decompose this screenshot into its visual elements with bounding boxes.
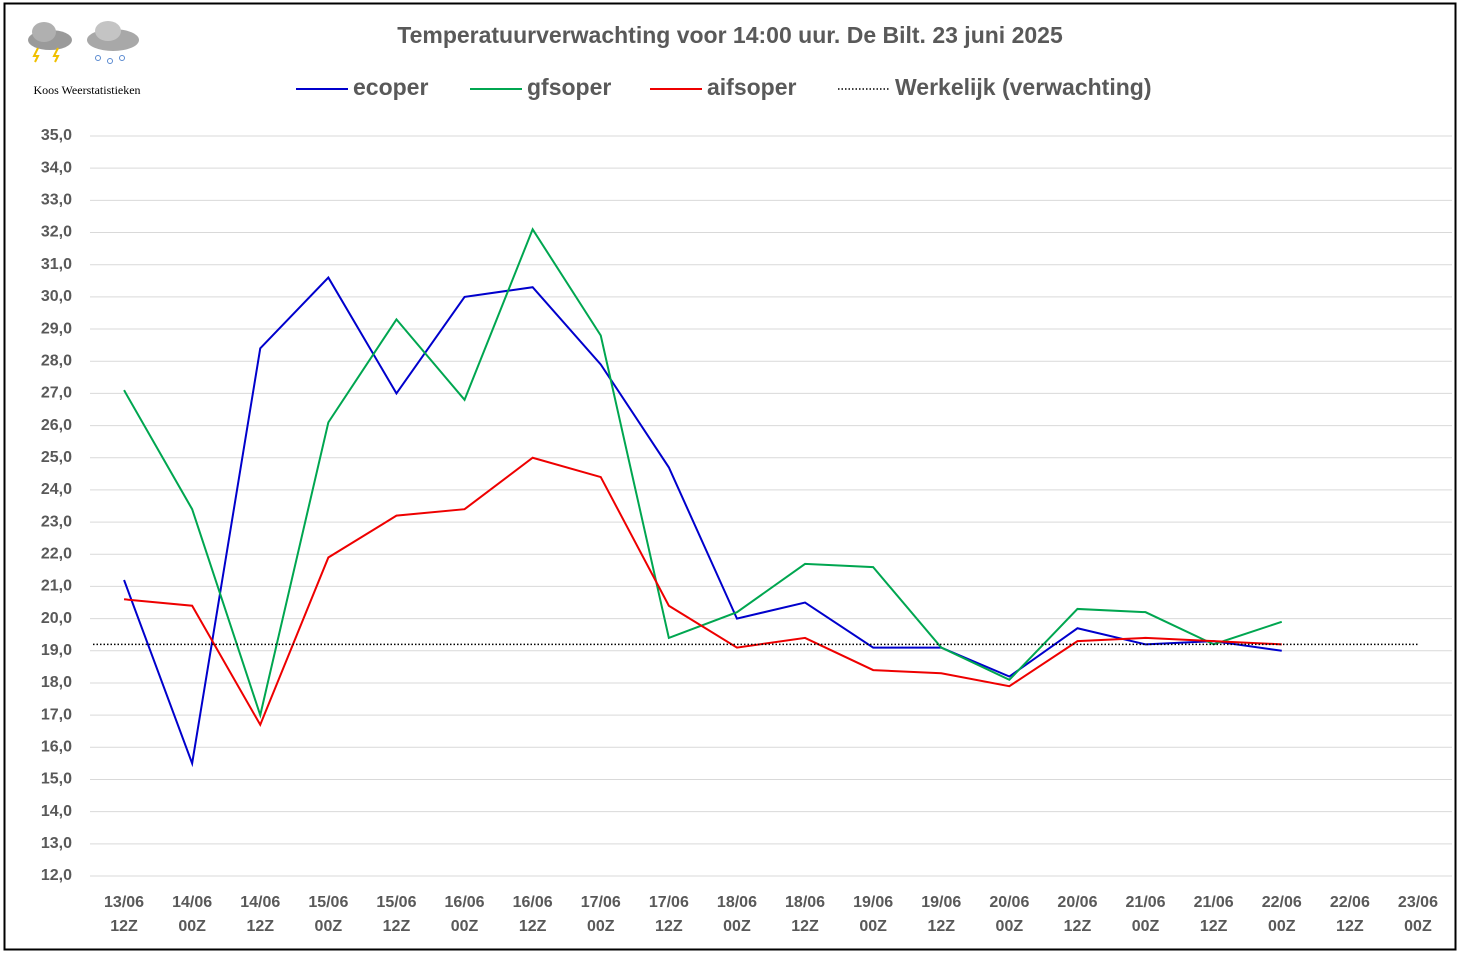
x-tick-label: 12Z	[791, 918, 819, 935]
x-tick-label: 19/06	[921, 894, 961, 911]
x-tick-label: 16/06	[513, 894, 553, 911]
y-tick-label: 16,0	[41, 739, 72, 756]
y-tick-label: 34,0	[41, 159, 72, 176]
legend: ecoper gfsoper aifsoper Werkelijk (verwacht…	[296, 74, 1152, 100]
x-tick-label: 14/06	[172, 894, 212, 911]
x-tick-label: 14/06	[240, 894, 280, 911]
y-tick-label: 17,0	[41, 706, 72, 723]
x-tick-label: 00Z	[587, 918, 615, 935]
x-tick-label: 12Z	[246, 918, 274, 935]
series-line	[123, 275, 1282, 768]
y-tick-label: 13,0	[41, 835, 72, 852]
x-tick-label: 00Z	[451, 918, 479, 935]
x-tick-label: 16/06	[445, 894, 485, 911]
x-tick-label: 17/06	[649, 894, 689, 911]
x-tick-label: 13/06	[104, 894, 144, 911]
y-tick-label: 15,0	[41, 771, 72, 788]
y-tick-label: 20,0	[41, 610, 72, 627]
x-tick-label: 19/06	[853, 894, 893, 911]
y-tick-label: 24,0	[41, 481, 72, 498]
x-tick-label: 00Z	[859, 918, 887, 935]
x-tick-label: 20/06	[989, 894, 1029, 911]
x-tick-label: 12Z	[1336, 918, 1364, 935]
y-tick-label: 30,0	[41, 288, 72, 305]
y-tick-label: 14,0	[41, 803, 72, 820]
x-tick-label: 22/06	[1330, 894, 1370, 911]
logo-icons	[28, 21, 139, 64]
x-tick-label: 00Z	[1132, 918, 1160, 935]
series-line	[123, 456, 1282, 728]
series-line	[123, 227, 1283, 719]
legend-label: aifsoper	[707, 74, 797, 100]
x-tick-label: 00Z	[178, 918, 206, 935]
chart-title: Temperatuurverwachting voor 14:00 uur. D…	[397, 22, 1063, 48]
x-tick-label: 12Z	[655, 918, 683, 935]
x-tick-label: 20/06	[1057, 894, 1097, 911]
x-tick-label: 21/06	[1126, 894, 1166, 911]
x-tick-label: 00Z	[1404, 918, 1432, 935]
y-tick-label: 12,0	[41, 867, 72, 884]
y-tick-label: 28,0	[41, 352, 72, 369]
x-tick-label: 00Z	[1268, 918, 1296, 935]
y-tick-label: 27,0	[41, 385, 72, 402]
y-tick-label: 35,0	[41, 127, 72, 144]
y-tick-label: 32,0	[41, 224, 72, 241]
y-tick-label: 26,0	[41, 417, 72, 434]
x-tick-label: 12Z	[927, 918, 955, 935]
y-tick-label: 18,0	[41, 674, 72, 691]
legend-label: Werkelijk (verwachting)	[895, 74, 1152, 100]
x-tick-label: 18/06	[717, 894, 757, 911]
x-tick-label: 12Z	[519, 918, 547, 935]
x-tick-label: 22/06	[1262, 894, 1302, 911]
brand: Koos Weerstatistieken	[33, 83, 140, 97]
x-tick-label: 15/06	[308, 894, 348, 911]
x-tick-label: 21/06	[1194, 894, 1234, 911]
y-tick-label: 33,0	[41, 192, 72, 209]
x-tick-label: 12Z	[1064, 918, 1092, 935]
frame	[3, 2, 1457, 951]
legend-label: gfsoper	[527, 74, 611, 100]
y-tick-label: 23,0	[41, 513, 72, 530]
y-tick-label: 19,0	[41, 642, 72, 659]
x-tick-label: 00Z	[723, 918, 751, 935]
x-tick-label: 12Z	[110, 918, 138, 935]
x-tick-label: 00Z	[996, 918, 1024, 935]
x-tick-label: 15/06	[376, 894, 416, 911]
x-tick-label: 12Z	[1200, 918, 1228, 935]
x-tick-label: 12Z	[383, 918, 411, 935]
y-tick-label: 21,0	[41, 578, 72, 595]
y-tick-label: 29,0	[41, 320, 72, 337]
x-tick-label: 17/06	[581, 894, 621, 911]
y-tick-label: 31,0	[41, 256, 72, 273]
x-tick-label: 23/06	[1398, 894, 1438, 911]
y-tick-label: 22,0	[41, 545, 72, 562]
y-tick-label: 25,0	[41, 449, 72, 466]
x-tick-label: 18/06	[785, 894, 825, 911]
legend-label: ecoper	[353, 74, 428, 100]
x-tick-label: 00Z	[315, 918, 343, 935]
